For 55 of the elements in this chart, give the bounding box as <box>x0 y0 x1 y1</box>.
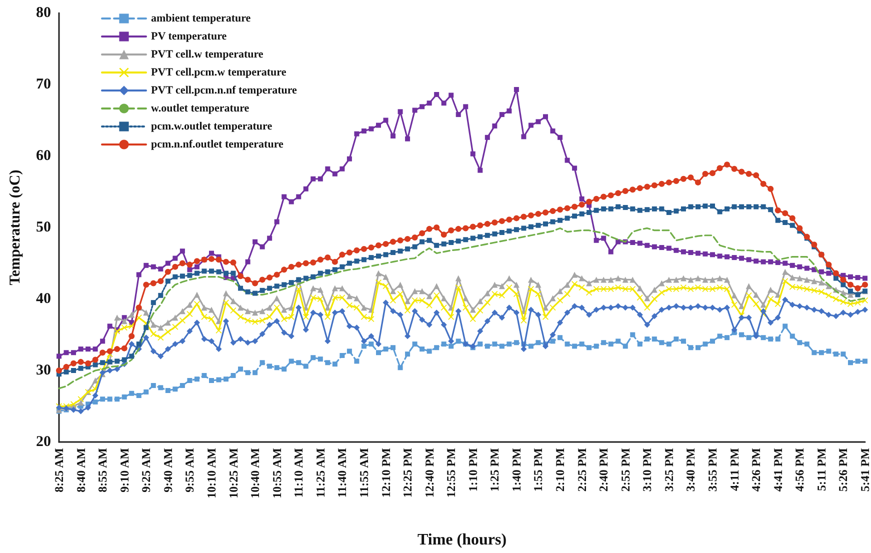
x-tick-label: 11:40 AM <box>335 448 350 498</box>
legend-label: PV temperature <box>151 30 227 42</box>
x-tick-label: 12:55 PM <box>444 448 458 498</box>
x-tick-label: 10:10 AM <box>204 448 218 498</box>
x-tick-label: 11:10 AM <box>292 448 306 498</box>
x-tick-label: 10:40 AM <box>248 448 262 498</box>
y-tick-label: 20 <box>36 434 51 450</box>
x-tick-label: 9:40 AM <box>160 448 175 492</box>
x-tick-label: 4:11 PM <box>727 448 742 491</box>
legend-label: PVT cell.w temperature <box>151 48 264 60</box>
legend-label: w.outlet temperature <box>151 102 250 114</box>
x-tick-label: 11:25 AM <box>313 448 328 498</box>
x-tick-label: 5:11 PM <box>814 448 828 491</box>
legend-label: pcm.w.outlet temperature <box>151 120 272 132</box>
x-tick-label: 3:10 PM <box>640 448 654 492</box>
x-tick-label: 12:40 PM <box>422 448 436 498</box>
x-tick-label: 3:55 PM <box>706 448 720 492</box>
x-tick-label: 9:25 AM <box>139 448 154 492</box>
y-tick-label: 80 <box>36 5 51 21</box>
x-tick-label: 4:41 PM <box>770 448 785 492</box>
x-tick-label: 2:55 PM <box>618 448 632 492</box>
x-tick-label: 9:55 AM <box>182 448 197 492</box>
y-tick-label: 30 <box>36 362 51 378</box>
legend-label: PVT cell.pcm.n.nf temperature <box>151 84 298 96</box>
y-tick-label: 60 <box>36 148 51 164</box>
x-tick-label: 4:56 PM <box>792 448 807 492</box>
x-axis-title: Time (hours) <box>417 532 507 548</box>
y-tick-label: 70 <box>36 76 51 92</box>
x-tick-label: 5:41 PM <box>858 448 871 492</box>
y-axis-title: Temperature (oC) <box>8 170 24 286</box>
x-tick-label: 8:25 AM <box>52 448 66 492</box>
x-tick-label: 9:10 AM <box>117 448 132 492</box>
x-tick-label: 2:25 PM <box>574 448 589 492</box>
legend-label: PVT cell.pcm.w temperature <box>151 66 286 78</box>
legend-label: pcm.n.nf.outlet temperature <box>151 138 284 150</box>
x-tick-label: 10:25 AM <box>226 448 240 498</box>
x-tick-label: 1:55 PM <box>531 448 546 492</box>
x-tick-label: 2:40 PM <box>596 448 611 492</box>
x-tick-label: 1:40 PM <box>509 448 524 492</box>
x-tick-label: 3:40 PM <box>684 448 698 492</box>
x-tick-label: 8:55 AM <box>96 448 110 492</box>
x-tick-label: 1:10 PM <box>466 448 480 492</box>
x-tick-label: 8:40 AM <box>74 448 88 492</box>
x-tick-label: 10:55 AM <box>270 448 284 498</box>
legend-label: ambient temperature <box>151 12 251 24</box>
x-tick-label: 4:26 PM <box>749 448 764 492</box>
x-tick-label: 2:10 PM <box>553 448 568 492</box>
x-tick-label: 12:25 PM <box>400 448 415 498</box>
x-tick-label: 12:10 PM <box>378 448 393 498</box>
x-tick-label: 3:25 PM <box>662 448 676 492</box>
y-tick-label: 50 <box>36 220 51 236</box>
x-tick-label: 1:25 PM <box>488 448 502 492</box>
x-tick-label: 5:26 PM <box>836 448 850 492</box>
y-tick-label: 40 <box>36 291 51 307</box>
x-tick-label: 11:55 AM <box>356 448 371 498</box>
